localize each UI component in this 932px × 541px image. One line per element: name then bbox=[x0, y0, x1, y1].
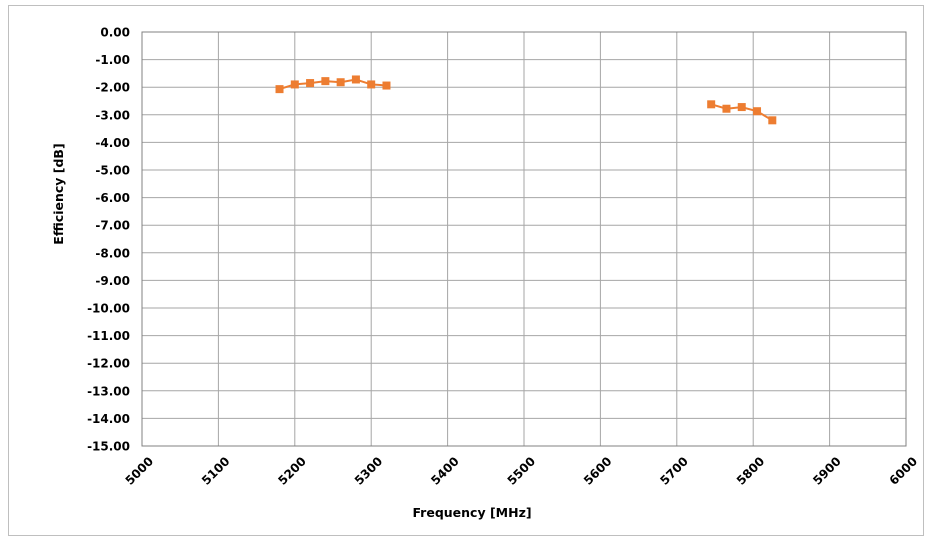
y-tick-label: -5.00 bbox=[95, 164, 130, 178]
chart-frame bbox=[8, 5, 924, 536]
y-tick-label: -1.00 bbox=[95, 53, 130, 67]
y-tick-label: -10.00 bbox=[87, 302, 130, 316]
data-point-marker bbox=[336, 78, 345, 87]
y-tick-label: -2.00 bbox=[95, 81, 130, 95]
data-point-marker bbox=[707, 100, 716, 109]
x-tick-label: 5800 bbox=[734, 454, 768, 488]
y-tick-label: -3.00 bbox=[95, 108, 130, 122]
x-tick-label: 5000 bbox=[123, 454, 157, 488]
data-point-marker bbox=[275, 85, 284, 94]
x-tick-label: 5100 bbox=[199, 454, 233, 488]
data-point-marker bbox=[768, 116, 777, 125]
x-tick-label: 5600 bbox=[581, 454, 615, 488]
data-point-marker bbox=[722, 104, 731, 113]
x-tick-label: 6000 bbox=[887, 454, 921, 488]
series-layer bbox=[275, 75, 777, 125]
y-tick-label: -15.00 bbox=[87, 440, 130, 454]
data-point-marker bbox=[290, 80, 299, 89]
data-point-marker bbox=[306, 79, 315, 88]
y-tick-label: -9.00 bbox=[95, 274, 130, 288]
data-point-marker bbox=[753, 107, 762, 116]
x-axis-title: Frequency [MHz] bbox=[412, 505, 531, 520]
y-tick-label: 0.00 bbox=[100, 26, 130, 40]
y-tick-label: -12.00 bbox=[87, 357, 130, 371]
plot-area bbox=[141, 31, 907, 447]
data-point-marker bbox=[367, 80, 376, 89]
y-axis-title: Efficiency [dB] bbox=[51, 143, 66, 244]
x-tick-label: 5700 bbox=[657, 454, 691, 488]
y-tick-label: -8.00 bbox=[95, 246, 130, 260]
x-tick-label: 5400 bbox=[428, 454, 462, 488]
y-tick-label: -4.00 bbox=[95, 136, 130, 150]
data-point-marker bbox=[382, 81, 391, 90]
x-tick-label: 5300 bbox=[352, 454, 386, 488]
y-tick-label: -7.00 bbox=[95, 219, 130, 233]
x-tick-label: 5200 bbox=[275, 454, 309, 488]
y-tick-label: -11.00 bbox=[87, 329, 130, 343]
gridlines bbox=[141, 31, 907, 447]
x-tick-label: 5500 bbox=[505, 454, 539, 488]
data-point-marker bbox=[737, 103, 746, 112]
y-tick-label: -14.00 bbox=[87, 412, 130, 426]
y-tick-label: -13.00 bbox=[87, 384, 130, 398]
y-tick-label: -6.00 bbox=[95, 191, 130, 205]
data-point-marker bbox=[351, 75, 360, 84]
data-point-marker bbox=[321, 77, 330, 86]
x-tick-label: 5900 bbox=[810, 454, 844, 488]
